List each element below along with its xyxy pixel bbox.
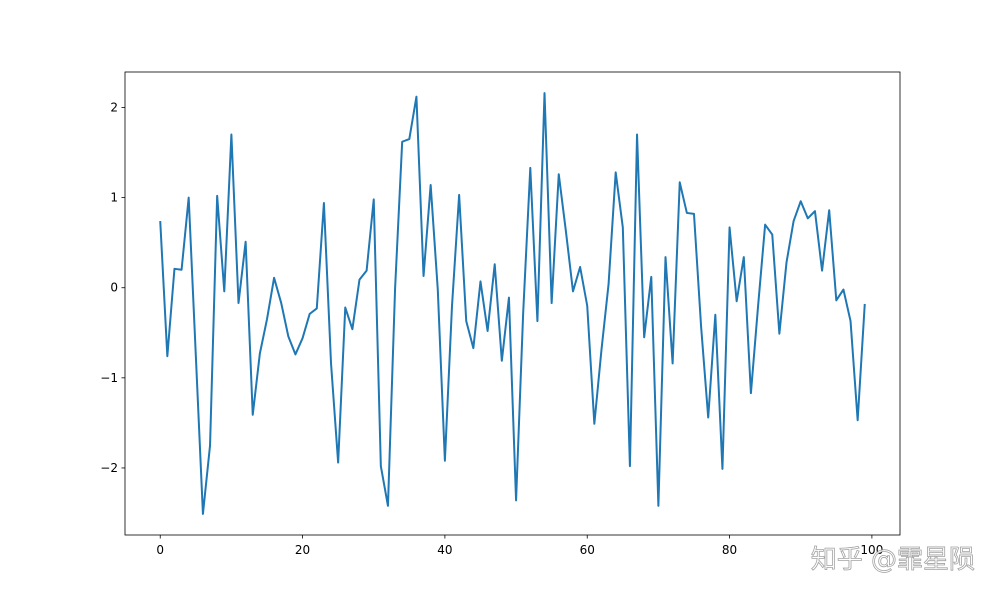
- plot-frame: [124, 71, 901, 536]
- y-tick-label: 0: [110, 281, 118, 295]
- y-tick-label: −1: [100, 371, 118, 385]
- y-tick-label: 1: [110, 191, 118, 205]
- x-tick-label: 80: [722, 543, 737, 557]
- x-tick-label: 60: [580, 543, 595, 557]
- x-tick-label: 20: [295, 543, 310, 557]
- y-tick-label: −2: [100, 461, 118, 475]
- x-tick-label: 100: [860, 543, 883, 557]
- x-tick-label: 40: [437, 543, 452, 557]
- y-tick-label: 2: [110, 101, 118, 115]
- x-tick-label: 0: [156, 543, 164, 557]
- watermark: 知乎 @霏星陨: [811, 545, 975, 575]
- data-line: [159, 92, 866, 515]
